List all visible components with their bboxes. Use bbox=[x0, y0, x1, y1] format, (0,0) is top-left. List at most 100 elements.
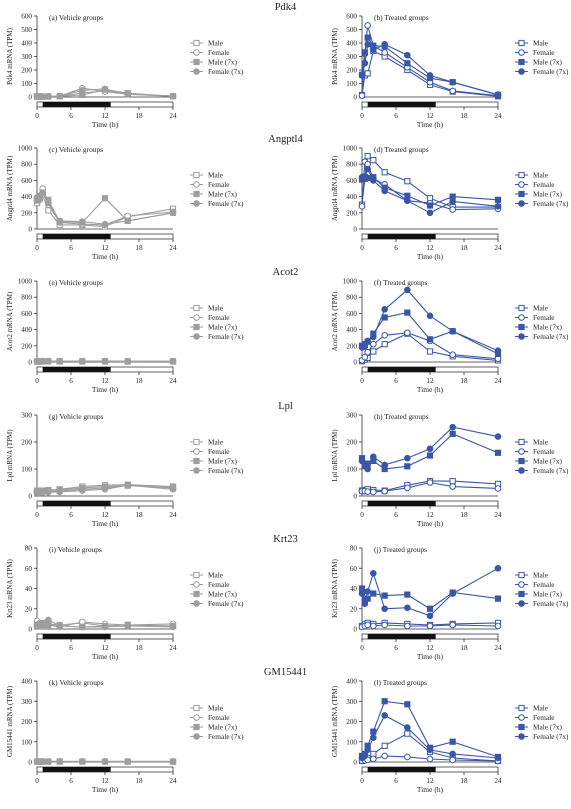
dark-period-bar bbox=[42, 234, 111, 239]
data-point bbox=[45, 616, 52, 624]
dark-period-bar bbox=[42, 767, 111, 772]
data-point bbox=[169, 485, 177, 493]
dark-period-bar bbox=[367, 634, 436, 639]
y-tick-label: 40 bbox=[25, 585, 33, 593]
data-point bbox=[370, 590, 377, 597]
y-tick-label: 0 bbox=[353, 359, 357, 367]
y-tick-label: 0 bbox=[28, 226, 32, 234]
x-tick-label: 18 bbox=[135, 244, 143, 252]
panel-label: (d) Treated groups bbox=[374, 145, 429, 154]
data-point bbox=[193, 457, 200, 465]
x-tick-label: 12 bbox=[426, 112, 434, 120]
x-tick-label: 0 bbox=[35, 777, 39, 785]
data-point bbox=[193, 733, 200, 740]
data-point bbox=[370, 348, 377, 355]
chart-panel-k: 0 100 200 300 400 0 6 12 18 24 Time (h) GM15441 mRN… bbox=[6, 678, 244, 795]
y-tick-label: 100 bbox=[346, 80, 357, 88]
data-point bbox=[494, 203, 502, 210]
data-point bbox=[370, 488, 377, 496]
x-tick-label: 12 bbox=[426, 644, 434, 652]
data-point bbox=[381, 49, 388, 56]
y-tick-label: 400 bbox=[21, 193, 32, 201]
dark-period-bar bbox=[367, 102, 436, 107]
data-point bbox=[364, 165, 371, 173]
y-tick-label: 200 bbox=[21, 67, 32, 75]
data-point bbox=[381, 712, 388, 719]
dark-period-bar bbox=[367, 767, 436, 772]
data-point bbox=[370, 333, 377, 341]
data-point bbox=[193, 581, 200, 588]
x-tick-label: 24 bbox=[494, 112, 502, 120]
legend-label: Female bbox=[208, 580, 229, 589]
x-tick-label: 0 bbox=[360, 112, 364, 120]
data-point bbox=[364, 70, 371, 77]
legend-label: Male (7x) bbox=[208, 58, 238, 67]
data-point bbox=[361, 600, 369, 607]
data-point bbox=[404, 622, 411, 630]
panel-label: (c) Vehicle groups bbox=[49, 145, 103, 154]
series-male bbox=[358, 330, 502, 365]
legend-label: Male (7x) bbox=[208, 190, 238, 199]
y-tick-label: 0 bbox=[353, 626, 357, 634]
data-point bbox=[494, 754, 502, 762]
y-tick-label: 20 bbox=[350, 605, 358, 613]
series-female-7x bbox=[358, 423, 502, 473]
y-tick-label: 200 bbox=[21, 342, 32, 350]
chart-panel-i: 0 20 40 60 80 0 6 12 18 24 Time (h) Krt23 mRNA (TPM… bbox=[6, 545, 244, 662]
data-point bbox=[449, 351, 456, 359]
legend-label: Female bbox=[533, 48, 554, 57]
data-point bbox=[56, 488, 63, 496]
series-female-7x bbox=[358, 165, 502, 217]
gene-title: Angptl4 bbox=[268, 134, 303, 145]
data-point bbox=[193, 58, 200, 66]
legend-label: Female bbox=[208, 313, 229, 322]
y-tick-label: 200 bbox=[21, 209, 32, 217]
y-tick-label: 300 bbox=[346, 698, 357, 706]
legend-label: Female bbox=[208, 447, 229, 456]
y-tick-label: 800 bbox=[346, 161, 357, 169]
y-tick-label: 1000 bbox=[18, 278, 33, 286]
dark-period-bar bbox=[42, 501, 111, 506]
y-tick-label: 200 bbox=[21, 439, 32, 447]
data-point bbox=[358, 457, 366, 465]
y-tick-label: 500 bbox=[21, 26, 32, 34]
y-tick-label: 600 bbox=[346, 177, 357, 185]
x-tick-label: 24 bbox=[169, 244, 177, 252]
x-axis-label: Time (h) bbox=[92, 120, 119, 129]
x-tick-label: 6 bbox=[394, 644, 398, 652]
data-point bbox=[381, 605, 388, 613]
data-point bbox=[370, 734, 377, 742]
data-point bbox=[169, 758, 177, 765]
x-tick-label: 18 bbox=[460, 644, 468, 652]
data-point bbox=[381, 742, 388, 749]
y-tick-label: 400 bbox=[346, 326, 357, 334]
data-point bbox=[426, 452, 434, 459]
data-point bbox=[381, 341, 388, 348]
data-point bbox=[381, 592, 388, 599]
legend-label: Male bbox=[533, 704, 548, 713]
data-point bbox=[426, 755, 434, 763]
data-point bbox=[39, 621, 46, 629]
panel-label: (k) Vehicle groups bbox=[49, 678, 104, 687]
x-axis-label: Time (h) bbox=[417, 385, 444, 394]
chart-panel-e: 0 200 400 600 800 1000 0 6 12 18 24 Time (h) Acot2 m… bbox=[6, 278, 244, 395]
data-point bbox=[193, 714, 200, 721]
x-tick-label: 24 bbox=[169, 377, 177, 385]
y-tick-label: 400 bbox=[21, 40, 32, 48]
y-tick-label: 0 bbox=[353, 493, 357, 501]
data-point bbox=[404, 286, 411, 294]
y-axis-label: Angptl4 mRNA (TPM) bbox=[6, 155, 14, 221]
y-tick-label: 80 bbox=[25, 545, 33, 553]
series-female-7x bbox=[33, 481, 177, 497]
legend-label: Male bbox=[208, 704, 223, 713]
data-point bbox=[39, 758, 46, 765]
legend-label: Female (7x) bbox=[533, 466, 569, 475]
data-point bbox=[426, 479, 434, 486]
data-point bbox=[494, 347, 502, 354]
data-point bbox=[358, 590, 366, 597]
x-axis-label: Time (h) bbox=[417, 652, 444, 661]
series-female-7x bbox=[358, 564, 502, 620]
